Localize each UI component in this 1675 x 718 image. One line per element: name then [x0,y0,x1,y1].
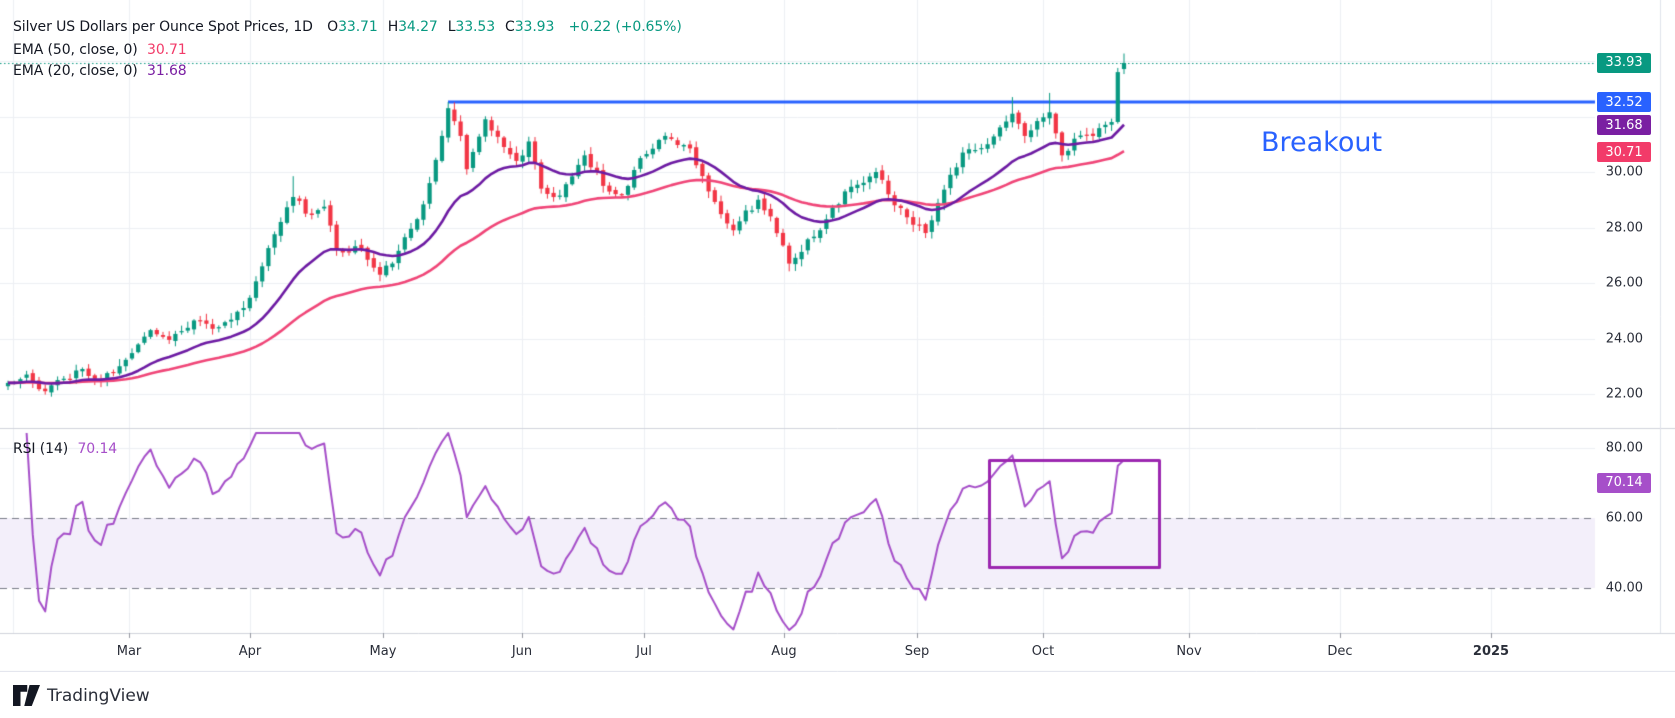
time-axis-label: Oct [1031,644,1055,659]
rsi-badge: 70.14 [1597,472,1651,493]
ohlc-item: L33.53 [447,19,496,35]
tradingview-mark-icon [13,685,40,706]
time-axis-label: Dec [1327,644,1353,659]
rsi-axis-label: 80.00 [1605,440,1643,456]
ohlc-item: C33.93 [505,19,555,35]
ema50-legend[interactable]: EMA (50, close, 0) 30.71 [13,42,187,58]
ema20-value: 31.68 [147,63,187,79]
logo-text: TradingView [47,685,150,706]
time-axis-label: Nov [1176,644,1202,659]
ema20-legend[interactable]: EMA (20, close, 0) 31.68 [13,63,187,79]
price-badge: 30.71 [1597,142,1651,163]
ohlc-values: O33.71 H34.27 L33.53 C33.93 [317,19,554,35]
ohlc-item: O33.71 [327,19,378,35]
ema20-label: EMA (20, close, 0) [13,63,138,79]
change-value: +0.22 (+0.65%) [568,19,682,35]
time-axis-label: Jul [636,644,652,659]
time-axis-label: May [369,644,397,659]
rsi-axis-label: 40.00 [1605,580,1643,596]
price-badge: 32.52 [1597,92,1651,113]
rsi-value: 70.14 [77,441,118,457]
time-axis-label: Sep [904,644,930,659]
time-axis-label: 2025 [1472,644,1510,659]
rsi-label: RSI (14) [13,441,69,457]
time-axis-label: Apr [238,644,262,659]
tradingview-logo[interactable]: TradingView [13,685,150,706]
price-badge: 31.68 [1597,115,1651,136]
time-axis-label: Mar [116,644,142,659]
price-badge: 33.93 [1597,52,1651,73]
price-axis-label: 22.00 [1605,386,1643,402]
time-axis-label: Aug [771,644,797,659]
price-axis-label: 24.00 [1605,331,1643,346]
breakout-annotation[interactable]: Breakout [1261,127,1383,158]
ema50-value: 30.71 [147,42,187,58]
rsi-axis-label: 60.00 [1605,510,1643,526]
symbol-legend[interactable]: Silver US Dollars per Ounce Spot Prices,… [13,19,682,35]
price-axis-label: 28.00 [1605,220,1643,235]
symbol-title: Silver US Dollars per Ounce Spot Prices,… [13,19,313,35]
chart-canvas[interactable] [0,0,1675,672]
time-axis-label: Jun [511,644,533,659]
price-axis-label: 26.00 [1605,275,1643,291]
ema50-label: EMA (50, close, 0) [13,42,138,58]
ohlc-item: H34.27 [387,19,438,35]
price-axis-label: 30.00 [1605,164,1643,180]
rsi-legend[interactable]: RSI (14) 70.14 [13,441,117,457]
